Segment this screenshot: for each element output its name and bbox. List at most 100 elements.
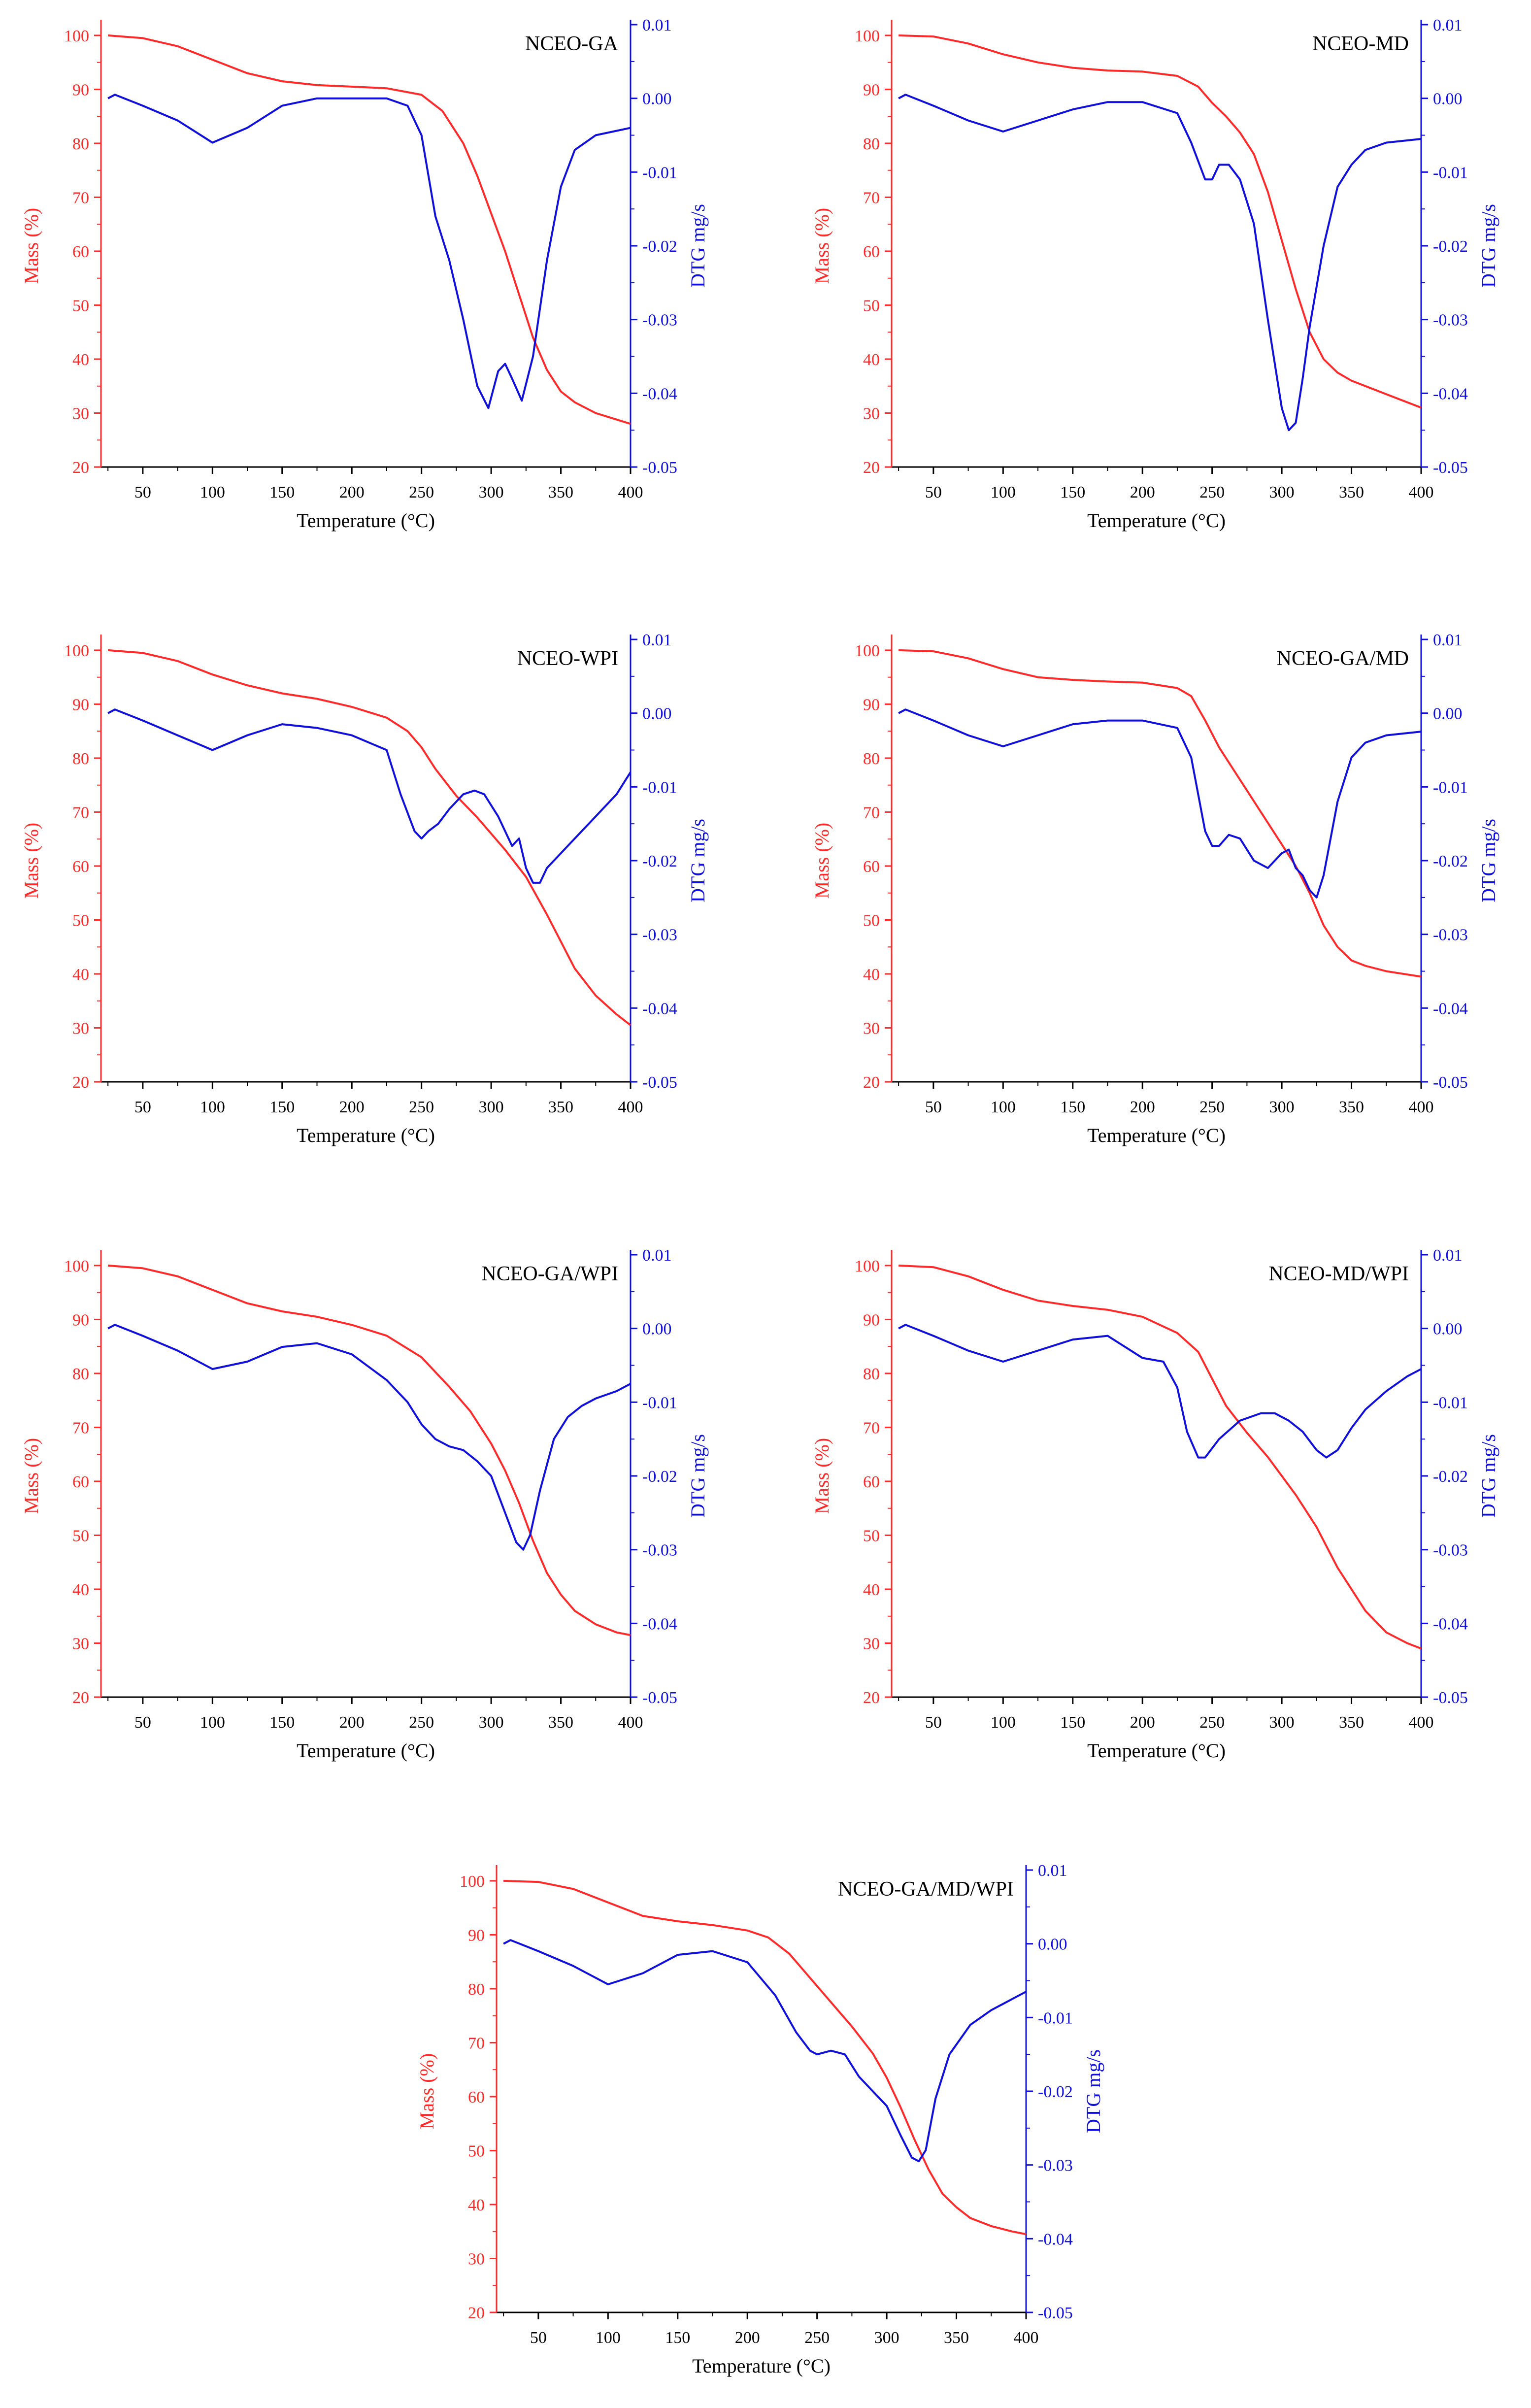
x-tick-label: 400 <box>1409 483 1434 502</box>
y-tick-label: 40 <box>72 966 89 984</box>
right-axis-title: DTG mg/s <box>687 819 709 903</box>
x-tick-label: 350 <box>548 483 573 502</box>
y2-tick-label: -0.04 <box>1433 1615 1468 1633</box>
y-tick-label: 80 <box>72 135 89 153</box>
x-tick-label: 150 <box>665 2329 690 2347</box>
mass-curve <box>503 1879 1027 2236</box>
x-tick-label: 400 <box>618 483 643 502</box>
y-tick-label: 60 <box>863 1473 880 1491</box>
x-tick-label: 150 <box>1060 1098 1085 1116</box>
panel-title: NCEO-GA/MD/WPI <box>838 1878 1014 1901</box>
x-tick-label: 250 <box>1199 1713 1225 1732</box>
y-tick-label: 80 <box>863 135 880 153</box>
panel-title: NCEO-GA/MD <box>1277 647 1409 670</box>
dtg-curve <box>107 708 632 884</box>
y-tick-label: 40 <box>72 1581 89 1599</box>
y2-tick-label: 0.01 <box>1038 1862 1067 1880</box>
y-tick-label: 100 <box>64 27 89 45</box>
y-tick-label: 40 <box>863 351 880 369</box>
y-tick-label: 90 <box>863 696 880 714</box>
y-tick-label: 90 <box>863 1311 880 1329</box>
x-tick-label: 100 <box>200 1098 225 1116</box>
y2-tick-label: 0.00 <box>1433 90 1463 108</box>
y-tick-label: 70 <box>72 803 89 822</box>
y-tick-label: 100 <box>64 642 89 660</box>
x-tick-label: 50 <box>925 1713 942 1732</box>
x-axis-title: Temperature (°C) <box>1087 1739 1226 1762</box>
y-tick-label: 80 <box>468 1980 485 1999</box>
x-tick-label: 400 <box>618 1098 643 1116</box>
y-tick-label: 90 <box>72 1311 89 1329</box>
y-tick-label: 40 <box>863 1581 880 1599</box>
x-tick-label: 50 <box>530 2329 547 2347</box>
x-axis-title: Temperature (°C) <box>297 1739 435 1762</box>
x-tick-label: 200 <box>1130 483 1155 502</box>
y2-tick-label: -0.05 <box>1433 1689 1468 1707</box>
x-tick-label: 200 <box>735 2329 760 2347</box>
y2-tick-label: -0.01 <box>1038 2009 1073 2027</box>
y2-tick-label: 0.00 <box>1433 705 1463 723</box>
x-tick-label: 50 <box>925 483 942 502</box>
y-tick-label: 50 <box>863 297 880 315</box>
y2-tick-label: -0.01 <box>642 778 677 797</box>
chart-panel-3: 50 100 150 200 250 300 350 400 20 30 40 50 60 70 80 90 1… <box>20 631 709 1146</box>
x-tick-label: 150 <box>269 1713 295 1732</box>
y-tick-label: 30 <box>863 404 880 423</box>
y-tick-label: 60 <box>72 243 89 261</box>
y2-tick-label: -0.03 <box>1433 1541 1468 1560</box>
y-tick-label: 70 <box>72 1419 89 1437</box>
y2-tick-label: -0.03 <box>1433 311 1468 330</box>
right-axis-title: DTG mg/s <box>687 204 709 288</box>
y2-tick-label: 0.00 <box>642 1320 672 1338</box>
y-tick-label: 80 <box>72 1365 89 1383</box>
y2-tick-label: -0.05 <box>1038 2304 1073 2322</box>
right-axis-title: DTG mg/s <box>1082 2049 1104 2133</box>
y2-tick-label: -0.02 <box>642 852 677 870</box>
right-axis-title: DTG mg/s <box>1477 819 1499 903</box>
x-tick-label: 150 <box>269 483 295 502</box>
y2-tick-label: -0.03 <box>642 926 677 944</box>
left-axis-title: Mass (%) <box>20 208 42 284</box>
x-tick-label: 350 <box>1339 1713 1364 1732</box>
y2-tick-label: -0.01 <box>1433 1394 1468 1412</box>
y2-tick-label: -0.02 <box>642 237 677 256</box>
y-tick-label: 50 <box>863 911 880 930</box>
y-tick-label: 100 <box>855 642 880 660</box>
y2-tick-label: -0.05 <box>1433 1073 1468 1092</box>
y-tick-label: 70 <box>468 2034 485 2052</box>
y2-tick-label: -0.01 <box>1433 778 1468 797</box>
x-tick-label: 250 <box>409 483 434 502</box>
dtg-curve <box>898 1324 1422 1459</box>
x-tick-label: 300 <box>479 1713 504 1732</box>
x-tick-label: 100 <box>991 1713 1016 1732</box>
right-axis-title: DTG mg/s <box>1477 204 1499 288</box>
y2-tick-label: -0.02 <box>1433 1468 1468 1486</box>
y2-tick-label: 0.00 <box>1038 1936 1067 1954</box>
y-tick-label: 100 <box>64 1257 89 1275</box>
y2-tick-label: 0.00 <box>1433 1320 1463 1338</box>
panel-title: NCEO-WPI <box>517 647 618 670</box>
y-tick-label: 30 <box>72 404 89 423</box>
x-axis-title: Temperature (°C) <box>297 509 435 532</box>
x-tick-label: 300 <box>1269 1098 1295 1116</box>
x-axis-title: Temperature (°C) <box>1087 1124 1226 1146</box>
y-tick-label: 100 <box>855 1257 880 1275</box>
y2-tick-label: -0.02 <box>642 1468 677 1486</box>
panel-title: NCEO-MD/WPI <box>1268 1263 1409 1285</box>
panel-title: NCEO-MD <box>1312 33 1409 55</box>
x-tick-label: 400 <box>1014 2329 1039 2347</box>
y-tick-label: 40 <box>863 966 880 984</box>
y2-tick-label: -0.03 <box>1038 2157 1073 2175</box>
x-tick-label: 250 <box>1199 1098 1225 1116</box>
x-tick-label: 100 <box>991 1098 1016 1116</box>
mass-curve <box>899 34 1422 409</box>
left-axis-title: Mass (%) <box>811 208 833 284</box>
y2-tick-label: -0.01 <box>642 164 677 182</box>
dtg-curve <box>107 94 631 409</box>
chart-panel-7: 50 100 150 200 250 300 350 400 20 30 40 50 60 70 80 90 1… <box>416 1862 1104 2377</box>
y2-tick-label: -0.02 <box>1433 852 1468 870</box>
x-tick-label: 50 <box>134 1098 151 1116</box>
x-tick-label: 300 <box>479 483 504 502</box>
y2-tick-label: -0.05 <box>642 459 677 477</box>
